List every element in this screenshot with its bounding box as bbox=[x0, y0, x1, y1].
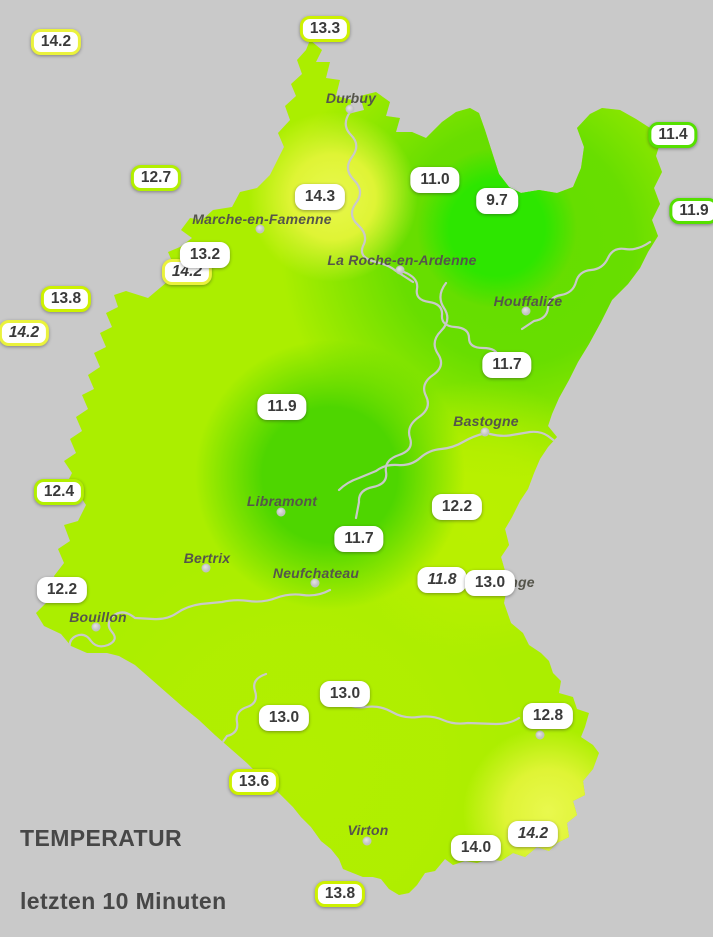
map-subtitle: letzten 10 Minuten bbox=[20, 888, 227, 914]
map-title: TEMPERATUR bbox=[20, 825, 183, 851]
cool-zone-libramont bbox=[195, 340, 465, 610]
warm-spot-marche bbox=[248, 112, 418, 282]
map-legend-text: TEMPERATUR letzten 10 Minuten 29-10-2025… bbox=[20, 789, 236, 937]
cold-spot bbox=[417, 148, 577, 308]
warm-spot-southeast bbox=[463, 727, 633, 895]
